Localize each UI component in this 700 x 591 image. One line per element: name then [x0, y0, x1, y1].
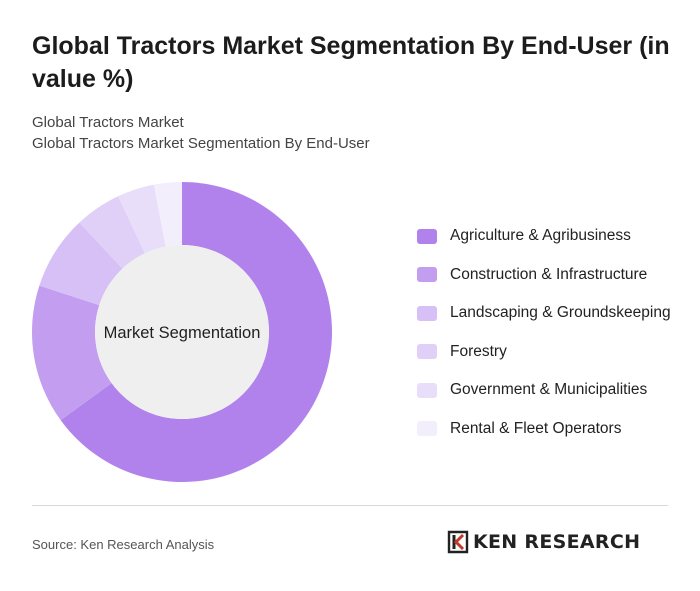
- legend-swatch: [417, 267, 437, 282]
- legend-label: Agriculture & Agribusiness: [450, 227, 631, 244]
- legend-swatch: [417, 382, 437, 398]
- donut-center-label: Market Segmentation: [104, 324, 261, 342]
- source-note: Source: Ken Research Analysis: [32, 537, 215, 552]
- donut-slice-2: [31, 285, 112, 421]
- chart-legend: Agriculture & Agribusiness Construction &…: [417, 226, 671, 457]
- legend-item: Agriculture & Agribusiness: [417, 226, 671, 246]
- donut-slice-3: [39, 222, 123, 306]
- legend-swatch: [417, 421, 437, 436]
- legend-swatch: [417, 228, 437, 244]
- ken-research-logo: KEN RESEARCH: [447, 530, 640, 554]
- legend-label: Landscaping & Groundskeeping: [450, 304, 671, 321]
- donut-slice-4: [79, 196, 145, 269]
- donut-slice-5: [118, 184, 166, 254]
- legend-label: Construction & Infrastructure: [450, 265, 648, 283]
- legend-label: Government & Municipalities: [450, 381, 648, 398]
- ken-research-logo-text: KEN RESEARCH: [473, 531, 641, 553]
- donut-chart: Market Segmentation: [31, 182, 332, 483]
- donut-center: [95, 245, 269, 419]
- chart-title: Global Tractors Market Segmentation By E…: [32, 32, 670, 93]
- chart-subtitle-segmentation: Global Tractors Market Segmentation By E…: [32, 135, 370, 152]
- legend-item: Government & Municipalities: [417, 380, 671, 400]
- legend-item: Rental & Fleet Operators: [417, 419, 671, 439]
- legend-item: Landscaping & Groundskeeping: [417, 303, 671, 323]
- donut-slice-6: [153, 182, 182, 247]
- legend-label: Forestry: [450, 342, 507, 360]
- legend-item: Forestry: [417, 342, 671, 362]
- chart-subtitle-market: Global Tractors Market: [32, 114, 184, 131]
- legend-swatch: [417, 344, 437, 359]
- donut-slice-1: [60, 182, 332, 483]
- legend-item: Construction & Infrastructure: [417, 265, 671, 285]
- footer-divider: [32, 505, 668, 506]
- ken-research-logo-icon: [447, 530, 469, 554]
- legend-label: Rental & Fleet Operators: [450, 419, 622, 437]
- legend-swatch: [417, 305, 437, 321]
